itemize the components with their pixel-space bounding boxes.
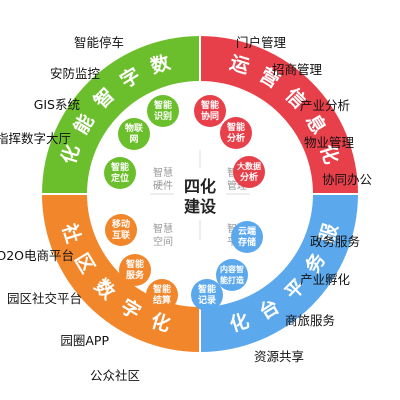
outer-label-portal-management: 门户管理: [236, 35, 287, 50]
feature-circle-label: 结算: [153, 294, 171, 306]
ring-segment-top-right: [200, 36, 358, 194]
feature-circle-label: 记录: [198, 294, 216, 306]
outer-label-smart-parking: 智能停车: [73, 35, 124, 50]
feature-circle-label: 大数据: [237, 161, 261, 171]
feature-circle-label: 网: [129, 134, 138, 145]
feature-circle-label: 识别: [154, 110, 172, 122]
feature-circle-label: 定位: [110, 172, 129, 184]
inner-label-bottom-left-1: 智慧: [153, 222, 173, 235]
feature-circle-label: 物联: [125, 122, 144, 134]
outer-label-investment-management: 招商管理: [272, 62, 323, 77]
outer-label-collaborative-office: 协同办公: [322, 172, 373, 187]
outer-label-public-community: 公众社区: [89, 368, 140, 383]
feature-circle-label: 云端: [238, 225, 256, 237]
feature-circle-label: 分析: [227, 132, 245, 144]
feature-circle-bg: [118, 118, 150, 150]
ring-segment-bottom-right: [200, 194, 358, 352]
feature-circle-bg: [231, 221, 263, 253]
outer-label-industry-incubation: 产业孵化: [300, 272, 351, 287]
feature-circle-label: 能打造: [220, 275, 244, 285]
feature-circle-label: 互联: [112, 229, 131, 241]
outer-label-resource-sharing: 资源共享: [254, 349, 305, 364]
feature-circle-label: 智能: [111, 161, 129, 173]
feature-circle-bg: [119, 254, 151, 286]
outer-label-industry-analysis: 产业分析: [300, 98, 351, 113]
feature-circle-label: 智能: [126, 258, 144, 270]
feature-circle-bg: [220, 117, 252, 149]
feature-circle-bg: [194, 95, 226, 127]
feature-circle-bg: [233, 156, 265, 188]
inner-label-top-left-2: 硬件: [153, 180, 173, 192]
feature-circle-top-left-2: 物联网: [118, 118, 150, 150]
center-title-line1: 四化: [184, 177, 216, 196]
ring-segment-bottom-left: [42, 194, 200, 352]
feature-circle-label: 内容智: [220, 264, 244, 274]
feature-circle-label: 分析: [240, 171, 258, 183]
outer-label-gis-system: GIS系统: [33, 97, 80, 112]
feature-circle-label: 协同: [201, 110, 219, 122]
outer-label-business-travel: 商旅服务: [285, 313, 336, 328]
feature-circle-label: 智能: [201, 99, 219, 111]
inner-label-bottom-left-2: 空间: [153, 235, 173, 248]
feature-circle-label: 智能: [227, 121, 245, 133]
feature-circle-label: 智能: [153, 283, 171, 295]
feature-circle-bg: [147, 95, 179, 127]
center-title-line2: 建设: [184, 197, 217, 216]
feature-circle-label: 服务: [126, 269, 145, 281]
outer-label-security-monitoring: 安防监控: [49, 66, 100, 81]
outer-label-o2o-platform: O2O电商平台: [0, 248, 74, 263]
inner-label-top-left-1: 智慧: [153, 166, 173, 179]
feature-circle-bg: [146, 279, 178, 311]
feature-circle-label: 智能: [154, 99, 172, 111]
outer-label-social-platform: 园区社交平台: [6, 291, 82, 306]
center-disc: [174, 168, 226, 220]
feature-circle-bg: [216, 259, 248, 291]
outer-label-park-app: 园圈APP: [60, 333, 109, 348]
feature-circle-bg: [104, 157, 136, 189]
feature-circle-label: 智能: [198, 283, 216, 295]
feature-circle-layer: 智能识别物联网智能定位智能协同智能分析大数据分析移动互联智能服务智能结算云端存储…: [104, 95, 265, 311]
feature-circle-bg: [191, 279, 223, 311]
outer-label-property-management: 物业管理: [304, 135, 355, 150]
feature-circle-label: 移动: [112, 218, 130, 230]
feature-circle-bg: [105, 214, 137, 246]
feature-circle-label: 存储: [238, 236, 256, 248]
ring-segment-top-left: [42, 36, 200, 194]
outer-label-command-hall: 指挥数字大厅: [0, 131, 71, 146]
outer-label-government-services: 政务服务: [310, 234, 361, 249]
